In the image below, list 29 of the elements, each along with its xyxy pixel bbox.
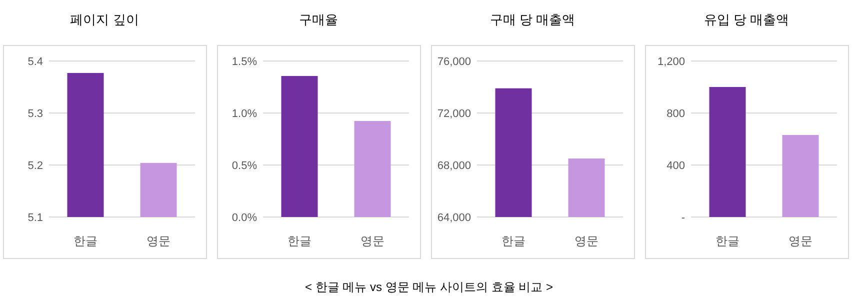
y-tick-label: - <box>681 212 686 224</box>
y-tick-label: 0.0% <box>232 212 258 224</box>
y-tick-label: 400 <box>666 160 685 172</box>
x-tick-label: 한글 <box>74 234 98 248</box>
y-tick-label: 68,000 <box>437 160 471 172</box>
y-tick-label: 5.4 <box>28 56 43 68</box>
chart-title: 구매 당 매출액 <box>490 12 576 27</box>
y-tick-label: 1.0% <box>232 108 258 120</box>
y-tick-label: 1.5% <box>232 56 258 68</box>
y-tick-label: 5.3 <box>28 108 43 120</box>
x-tick-label: 영문 <box>574 234 598 248</box>
chart-title: 구매율 <box>299 12 338 27</box>
y-tick-label: 76,000 <box>437 56 471 68</box>
y-tick-label: 5.2 <box>28 160 43 172</box>
y-tick-label: 72,000 <box>437 108 471 120</box>
y-tick-label: 1,200 <box>657 56 685 68</box>
x-tick-label: 한글 <box>502 234 526 248</box>
y-tick-label: 800 <box>666 108 685 120</box>
text: < 한글 메뉴 vs 영문 메뉴 사이트의 효율 비교 > <box>304 280 554 294</box>
x-tick-label: 한글 <box>716 234 740 248</box>
x-tick-label: 영문 <box>360 234 384 248</box>
y-tick-label: 64,000 <box>437 212 471 224</box>
x-tick-label: 영문 <box>146 234 170 248</box>
y-tick-label: 0.5% <box>232 160 258 172</box>
y-tick-label: 5.1 <box>28 212 43 224</box>
chart-title: 페이지 깊이 <box>70 12 139 27</box>
x-tick-label: 한글 <box>288 234 312 248</box>
chart-title: 유입 당 매출액 <box>704 12 790 27</box>
x-tick-label: 영문 <box>788 234 812 248</box>
